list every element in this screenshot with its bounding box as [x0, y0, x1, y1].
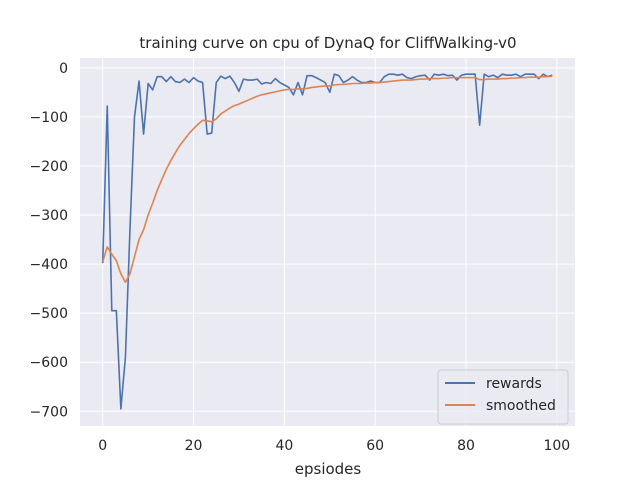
chart-title: training curve on cpu of DynaQ for Cliff…	[139, 34, 516, 52]
plot-area	[80, 58, 575, 426]
y-tick-label: −500	[30, 306, 68, 322]
y-tick-label: −600	[30, 355, 68, 371]
x-tick-label: 100	[543, 438, 570, 454]
legend: rewards smoothed	[437, 369, 569, 425]
x-tick-label: 80	[457, 438, 475, 454]
x-tick-label: 0	[98, 438, 107, 454]
x-tick-label: 20	[185, 438, 203, 454]
y-tick-label: 0	[59, 61, 68, 77]
y-tick-label: −300	[30, 208, 68, 224]
x-tick-label: 40	[275, 438, 293, 454]
x-tick-label: 60	[366, 438, 384, 454]
tick-labels: 0 20 40 60 80 100 0 −100 −200 −300 −400 −500 −600 −70…	[30, 61, 571, 454]
series-line-rewards	[101, 73, 553, 410]
y-tick-label: −700	[30, 404, 68, 420]
series-layer	[101, 73, 553, 410]
x-axis-label: epsiodes	[295, 460, 362, 478]
y-tick-label: −200	[30, 159, 68, 175]
legend-label-smoothed: smoothed	[486, 398, 556, 414]
y-tick-label: −100	[30, 110, 68, 126]
series-line-smoothed	[101, 75, 553, 284]
grid	[80, 58, 575, 426]
legend-label-rewards: rewards	[486, 376, 542, 392]
y-tick-label: −400	[30, 257, 68, 273]
